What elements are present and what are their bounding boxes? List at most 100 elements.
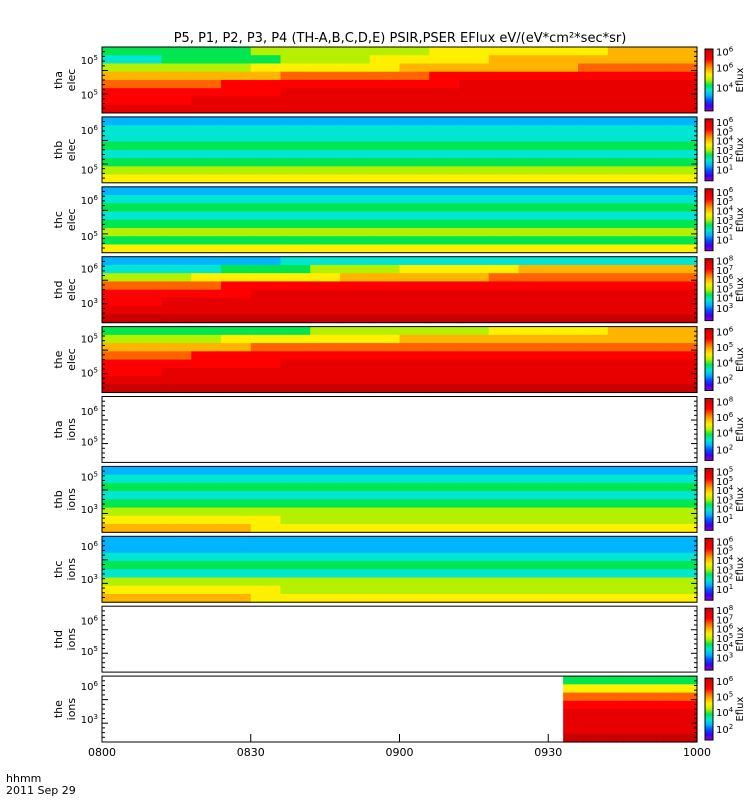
heatmap-cell bbox=[663, 717, 671, 727]
heatmap-cell bbox=[583, 676, 591, 685]
heatmap-cell bbox=[310, 47, 341, 56]
heatmap-cell bbox=[191, 227, 222, 237]
heatmap-cell bbox=[340, 474, 371, 484]
heatmap-cell bbox=[250, 552, 282, 562]
heatmap-cell bbox=[518, 376, 549, 385]
heatmap-cell bbox=[221, 569, 252, 579]
heatmap-cell bbox=[280, 552, 311, 562]
heatmap-cell bbox=[131, 306, 163, 315]
heatmap-cell bbox=[578, 125, 609, 134]
heatmap-cell bbox=[667, 244, 698, 254]
heatmap-cell bbox=[637, 306, 668, 315]
heatmap-cell bbox=[429, 507, 460, 517]
heatmap-cell bbox=[429, 585, 460, 595]
heatmap-cell bbox=[690, 717, 698, 727]
heatmap-cell bbox=[643, 676, 651, 685]
heatmap-cell bbox=[369, 211, 401, 221]
heatmap-cell bbox=[636, 700, 645, 710]
heatmap-cell bbox=[548, 359, 579, 369]
heatmap-cell bbox=[369, 524, 401, 533]
heatmap-cell bbox=[459, 227, 490, 237]
heatmap-cell bbox=[429, 384, 460, 394]
heatmap-cell bbox=[548, 174, 579, 184]
heatmap-cell bbox=[459, 158, 490, 167]
heatmap-cell bbox=[250, 544, 282, 554]
heatmap-cell bbox=[548, 104, 579, 114]
heatmap-cell bbox=[340, 577, 371, 587]
heatmap-cell bbox=[161, 174, 192, 184]
heatmap-cell bbox=[616, 676, 624, 685]
heatmap-cell bbox=[102, 96, 133, 106]
heatmap-cell bbox=[518, 47, 549, 56]
heatmap-cell bbox=[578, 359, 609, 369]
heatmap-cell bbox=[310, 524, 341, 533]
heatmap-cell bbox=[518, 211, 549, 221]
heatmap-cell bbox=[250, 515, 282, 525]
heatmap-cell bbox=[161, 306, 192, 315]
heatmap-cell bbox=[250, 577, 282, 587]
heatmap-cell bbox=[637, 125, 668, 134]
heatmap-cell bbox=[548, 133, 579, 143]
heatmap-cell bbox=[630, 684, 638, 694]
heatmap-cell bbox=[637, 174, 668, 184]
heatmap-cell bbox=[667, 306, 698, 315]
heatmap-cell bbox=[191, 244, 222, 254]
heatmap-cell bbox=[589, 733, 598, 743]
heatmap-cell bbox=[310, 71, 341, 81]
colorbar-tick-label: 108 bbox=[716, 604, 733, 617]
heatmap-cell bbox=[310, 236, 341, 246]
heatmap-cell bbox=[340, 289, 371, 299]
heatmap-cell bbox=[563, 700, 571, 710]
heatmap-cell bbox=[161, 166, 192, 176]
y-tick-label: 105 bbox=[81, 230, 98, 243]
heatmap-cell bbox=[221, 359, 252, 369]
heatmap-cell bbox=[578, 515, 609, 525]
heatmap-cell bbox=[616, 709, 624, 718]
heatmap-cell bbox=[518, 515, 549, 525]
heatmap-cell bbox=[280, 297, 311, 307]
heatmap-cell bbox=[102, 384, 133, 394]
heatmap-cell bbox=[250, 536, 282, 546]
heatmap-cell bbox=[548, 515, 579, 525]
colorbar bbox=[704, 328, 714, 392]
heatmap-cell bbox=[459, 211, 490, 221]
heatmap-cell bbox=[488, 359, 520, 369]
heatmap-cell bbox=[221, 297, 252, 307]
heatmap-cell bbox=[399, 314, 430, 324]
heatmap-cell bbox=[131, 351, 163, 361]
heatmap-cell bbox=[667, 314, 698, 324]
colorbar-label: Eflux bbox=[735, 417, 746, 442]
heatmap-cell bbox=[161, 585, 192, 595]
heatmap-cell bbox=[340, 116, 371, 126]
colorbar-tick-label: 103 bbox=[716, 302, 733, 315]
heatmap-cell bbox=[369, 491, 401, 500]
heatmap-cell bbox=[369, 536, 401, 546]
heatmap-cell bbox=[518, 343, 549, 352]
heatmap-cell bbox=[569, 733, 578, 743]
heatmap-cell bbox=[637, 524, 668, 533]
heatmap-cell bbox=[191, 256, 222, 266]
heatmap-cell bbox=[250, 88, 282, 98]
heatmap-cell bbox=[399, 326, 430, 336]
heatmap-cell bbox=[607, 55, 639, 65]
heatmap-cell bbox=[670, 692, 678, 702]
heatmap-cell bbox=[399, 474, 430, 484]
heatmap-cell bbox=[131, 133, 163, 143]
colorbar-tick-label: 104 bbox=[716, 135, 734, 148]
heatmap-cell bbox=[221, 186, 252, 196]
colorbar-tick-label: 106 bbox=[716, 273, 734, 286]
heatmap-cell bbox=[429, 359, 460, 369]
heatmap-cell bbox=[459, 351, 490, 361]
heatmap-cell bbox=[221, 499, 252, 509]
heatmap-cell bbox=[548, 158, 579, 167]
heatmap-cell bbox=[429, 306, 460, 315]
heatmap-cell bbox=[399, 174, 430, 184]
heatmap-cell bbox=[596, 733, 604, 743]
heatmap-cell bbox=[578, 334, 609, 344]
heatmap-cell bbox=[250, 334, 282, 344]
heatmap-cell bbox=[616, 700, 624, 710]
heatmap-cell bbox=[161, 482, 192, 492]
heatmap-cell bbox=[459, 569, 490, 579]
heatmap-cell bbox=[161, 203, 192, 213]
heatmap-cell bbox=[667, 116, 698, 126]
